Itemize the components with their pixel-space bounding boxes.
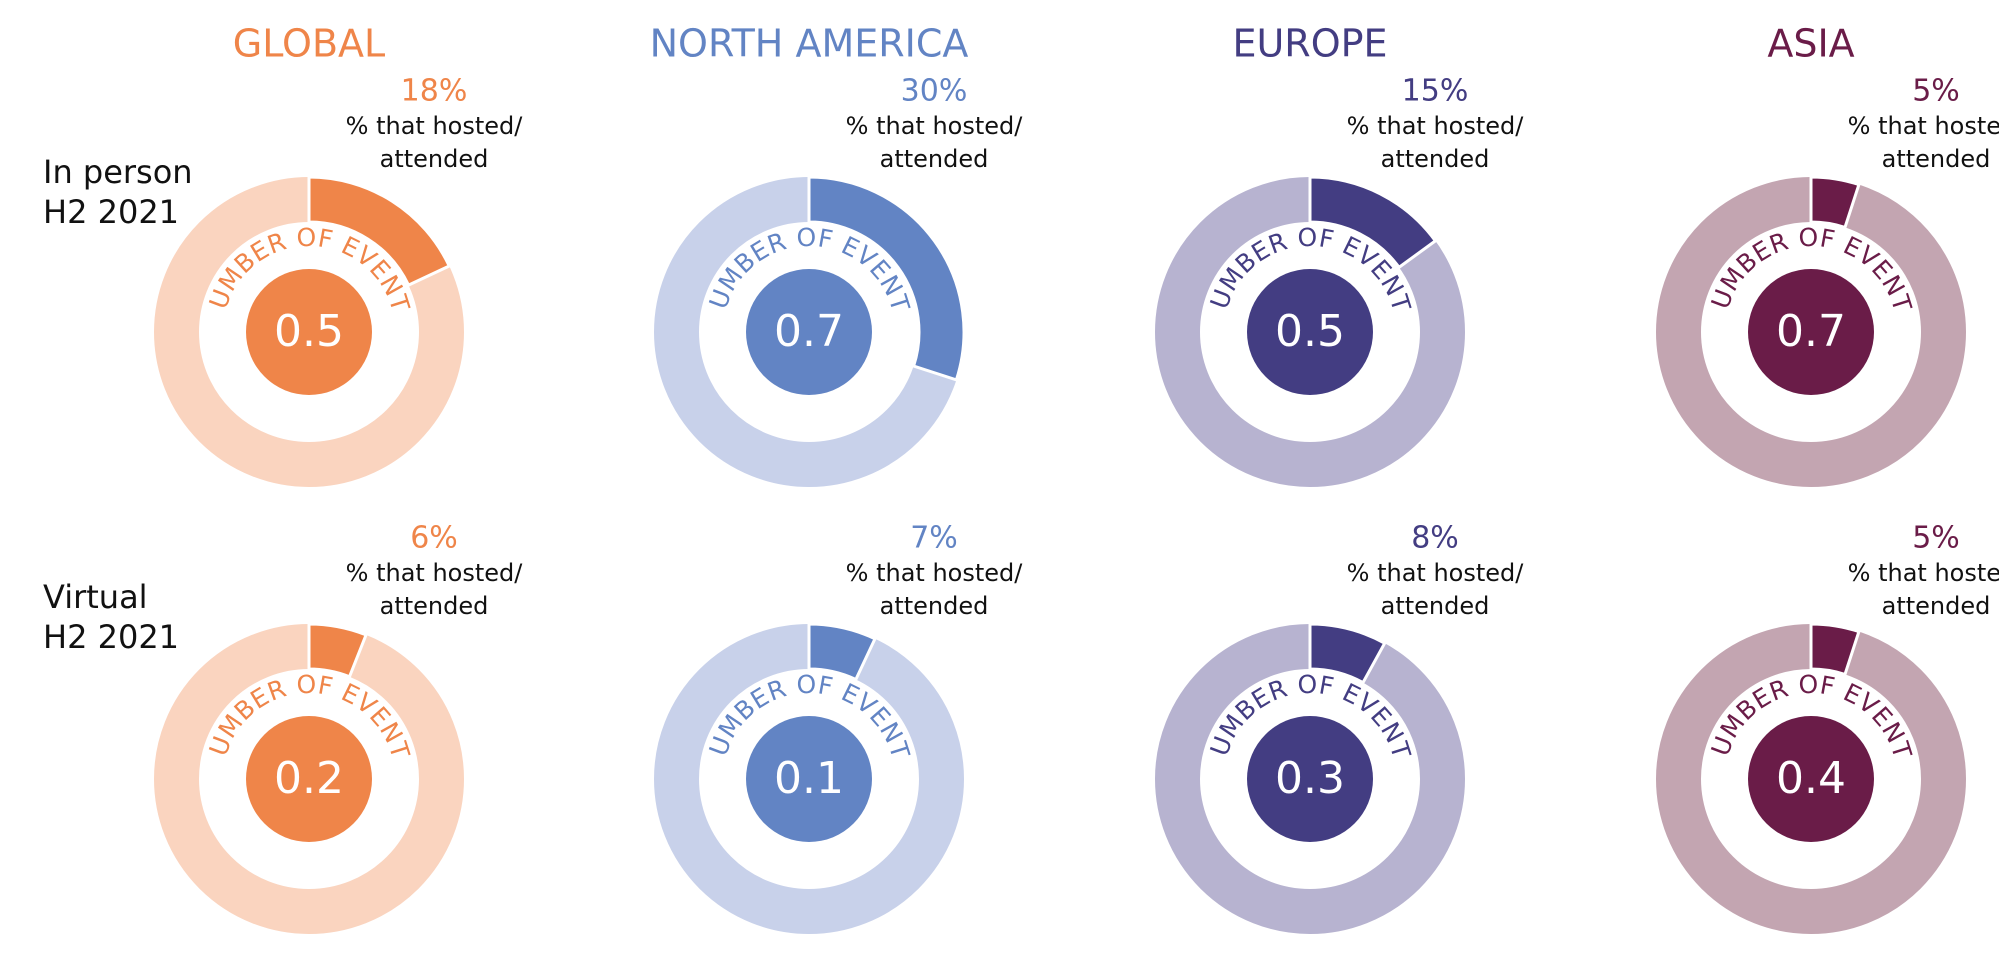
- row-label-line2-0: H2 2021: [43, 193, 179, 231]
- region-title-0: GLOBAL: [233, 22, 385, 66]
- center-value-1-1: 0.1: [774, 753, 844, 804]
- donut-slice-1-1: [807, 622, 877, 682]
- center-dot-0-2: [1247, 269, 1373, 395]
- center-value-1-3: 0.4: [1776, 753, 1846, 804]
- caption-line1-1-2: % that hosted/: [1347, 559, 1525, 587]
- donut-slice-0-0: [307, 175, 452, 288]
- caption-line2-1-1: attended: [880, 592, 989, 620]
- center-dot-0-0: [246, 269, 372, 395]
- pct-label-1-1: 7%: [910, 521, 958, 556]
- center-dot-1-0: [246, 716, 372, 842]
- caption-line2-0-0: attended: [380, 145, 489, 173]
- row-label-line2-1: H2 2021: [43, 618, 179, 656]
- caption-line2-1-2: attended: [1381, 592, 1490, 620]
- caption-line2-0-1: attended: [880, 145, 989, 173]
- pct-label-1-2: 8%: [1411, 521, 1459, 556]
- row-label-line1-0: In person: [43, 153, 193, 191]
- center-value-0-2: 0.5: [1275, 306, 1345, 357]
- donut-0-1: 0.7NUMBER OF EVENTS30%% that hosted/atte…: [0, 0, 1024, 487]
- pct-label-0-3: 5%: [1912, 74, 1960, 109]
- caption-line2-0-3: attended: [1882, 145, 1991, 173]
- caption-line2-1-3: attended: [1882, 592, 1991, 620]
- region-title-1: NORTH AMERICA: [650, 22, 969, 66]
- donut-slice-0-3: [1809, 175, 1861, 230]
- donut-slice-0-2: [1308, 175, 1438, 270]
- pct-label-0-0: 18%: [401, 74, 468, 109]
- caption-line1-1-0: % that hosted/: [346, 559, 524, 587]
- pct-label-0-2: 15%: [1402, 74, 1469, 109]
- center-dot-0-1: [746, 269, 872, 395]
- center-value-1-0: 0.2: [274, 753, 344, 804]
- caption-line1-1-3: % that hosted/: [1848, 559, 1999, 587]
- center-value-0-1: 0.7: [774, 306, 844, 357]
- center-dot-1-3: [1748, 716, 1874, 842]
- caption-line1-1-1: % that hosted/: [846, 559, 1024, 587]
- region-title-2: EUROPE: [1232, 22, 1387, 66]
- row-label-line1-1: Virtual: [43, 578, 148, 616]
- donut-0-0: 0.5NUMBER OF EVENTS18%% that hosted/atte…: [0, 0, 524, 487]
- center-dot-1-1: [746, 716, 872, 842]
- center-value-0-0: 0.5: [274, 306, 344, 357]
- caption-line1-0-2: % that hosted/: [1347, 112, 1525, 140]
- region-title-3: ASIA: [1767, 22, 1854, 66]
- center-value-1-2: 0.3: [1275, 753, 1345, 804]
- center-dot-1-2: [1247, 716, 1373, 842]
- caption-line1-0-1: % that hosted/: [846, 112, 1024, 140]
- caption-line1-0-3: % that hosted/: [1848, 112, 1999, 140]
- caption-line2-1-0: attended: [380, 592, 489, 620]
- center-dot-0-3: [1748, 269, 1874, 395]
- donut-slice-1-0: [307, 622, 369, 679]
- pct-label-0-1: 30%: [901, 74, 968, 109]
- caption-line2-0-2: attended: [1381, 145, 1490, 173]
- pct-label-1-0: 6%: [410, 521, 458, 556]
- caption-line1-0-0: % that hosted/: [346, 112, 524, 140]
- donut-slice-0-1: [807, 175, 966, 382]
- donut-slice-1-2: [1308, 622, 1387, 685]
- pct-label-1-3: 5%: [1912, 521, 1960, 556]
- donut-slice-1-3: [1809, 622, 1861, 677]
- center-value-0-3: 0.7: [1776, 306, 1846, 357]
